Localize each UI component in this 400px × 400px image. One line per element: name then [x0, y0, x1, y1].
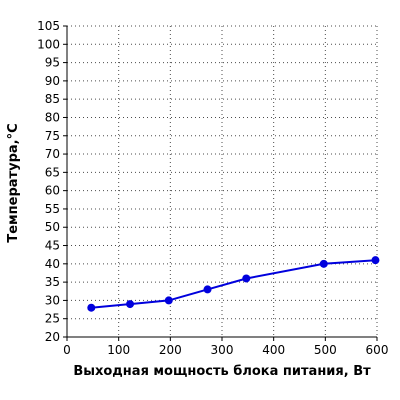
y-tick-label: 90 [45, 74, 60, 88]
data-point [164, 296, 173, 305]
axes [63, 25, 378, 341]
x-tick-label: 100 [107, 343, 130, 357]
y-tick-label: 100 [37, 37, 60, 51]
x-tick-label: 600 [366, 343, 389, 357]
grid [67, 25, 378, 337]
y-tick-label: 55 [45, 202, 60, 216]
y-tick-label: 50 [45, 220, 60, 234]
y-tick-label: 25 [45, 312, 60, 326]
y-tick-label: 40 [45, 257, 60, 271]
y-tick-label: 95 [45, 56, 60, 70]
data-series [87, 256, 380, 312]
data-point [87, 303, 96, 312]
x-axis-title: Выходная мощность блока питания, Вт [73, 364, 371, 379]
x-tick-label: 300 [211, 343, 234, 357]
y-tick-label: 75 [45, 129, 60, 143]
y-tick-label: 35 [45, 275, 60, 289]
y-axis-title: Температура,°C [6, 123, 21, 242]
y-tick-label: 85 [45, 92, 60, 106]
x-tick-label: 400 [262, 343, 285, 357]
x-tick-label: 200 [159, 343, 182, 357]
data-point [319, 259, 328, 268]
y-tick-label: 65 [45, 165, 60, 179]
tick-labels: 20 25 30 35 40 45 50 55 60 65 70 75 80 85 90 95 100 105 0 1… [37, 19, 388, 357]
x-tick-label: 0 [63, 343, 71, 357]
data-point [126, 300, 135, 309]
data-point [242, 274, 251, 283]
y-tick-label: 45 [45, 239, 60, 253]
series-line [91, 259, 376, 309]
data-point [203, 285, 212, 294]
y-tick-label: 80 [45, 110, 60, 124]
y-tick-label: 105 [37, 19, 60, 33]
x-tick-label: 500 [314, 343, 337, 357]
y-tick-label: 60 [45, 184, 60, 198]
y-tick-label: 20 [45, 330, 60, 344]
y-tick-label: 30 [45, 293, 60, 307]
data-point [371, 256, 380, 265]
y-tick-label: 70 [45, 147, 60, 161]
